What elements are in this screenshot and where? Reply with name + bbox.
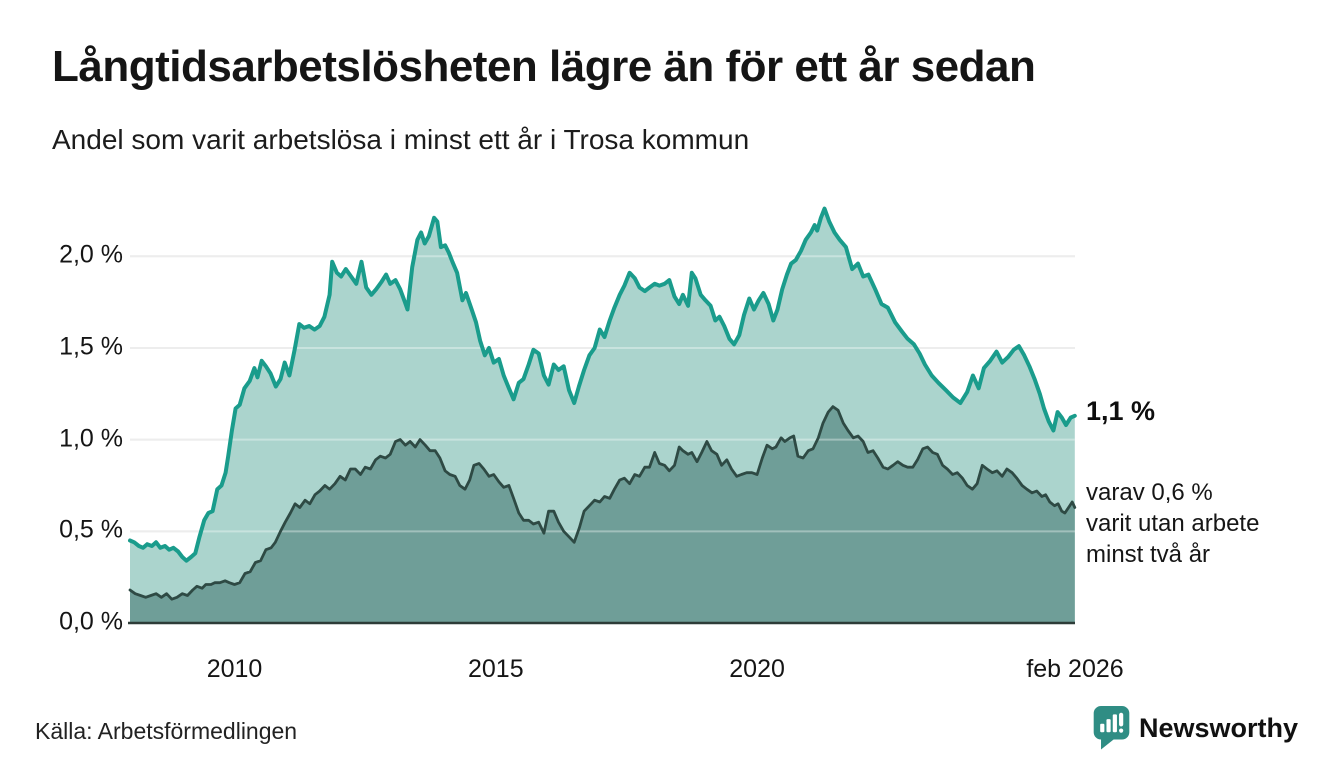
two-year-annotation-line3: minst två år [1086,541,1211,568]
line-min-two-years [128,405,1077,601]
x-axis-label: feb 2026 [1026,655,1124,683]
brand-name: Newsworthy [1138,712,1298,743]
x-axis-label: 2015 [468,655,524,683]
bar-icon-medium [1106,719,1111,733]
x-axis-label: 2020 [729,655,785,683]
newsworthy-icon [1093,706,1130,750]
y-axis-label: 1,0 % [59,423,123,452]
x-axis-label: 2010 [206,655,263,683]
two-year-annotation-line1: varav 0,6 % [1086,479,1213,506]
bar-icon-tall [1112,714,1117,733]
source-note: Källa: Arbetsförmedlingen [35,718,298,744]
exclamation-icon-dot [1118,728,1124,733]
bar-icon-small [1100,723,1105,733]
line-min-one-year [128,206,1077,563]
two-year-annotation: varav 0,6 % varit utan arbete minst två … [1086,477,1259,570]
y-axis-label: 2,0 % [59,240,123,269]
page-title: Långtidsarbetslösheten lägre än för ett … [52,42,1036,91]
y-axis-label: 0,0 % [59,607,123,636]
page-subtitle: Andel som varit arbetslösa i minst ett å… [52,124,750,155]
latest-value-label: 1,1 % [1086,396,1156,426]
y-axis-label: 0,5 % [59,515,123,544]
gridlines-overlay [130,255,1075,533]
two-year-annotation-line2: varit utan arbete [1086,510,1260,537]
area-fill-min-two-years [130,406,1075,623]
exclamation-icon-bar [1118,712,1124,727]
brand-logo: Newsworthy [1093,706,1298,750]
y-axis-label: 1,5 % [59,332,123,361]
